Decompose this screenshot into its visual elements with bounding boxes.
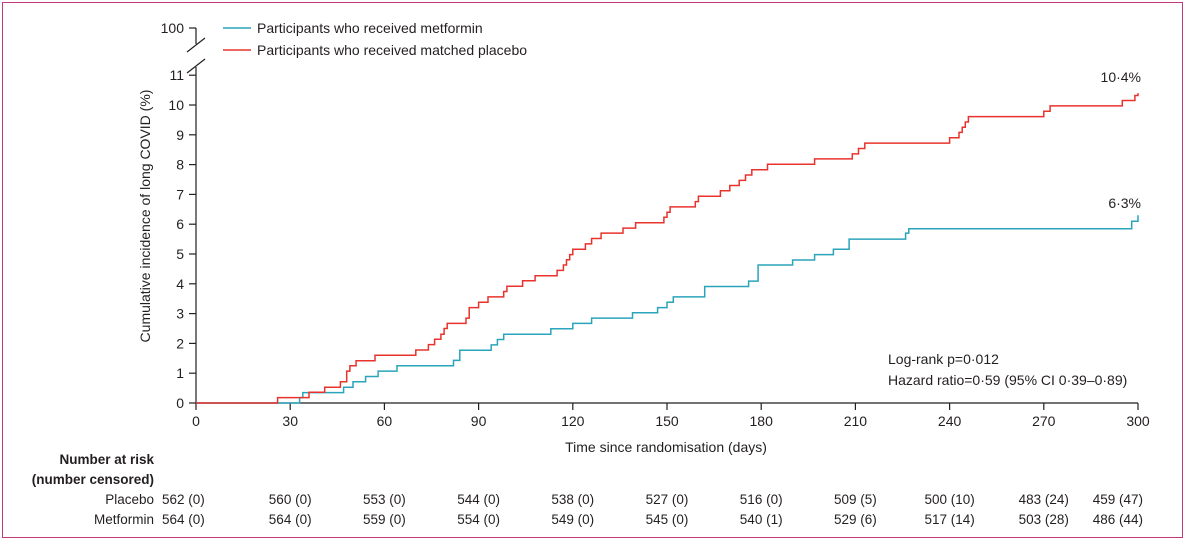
risk-cell: 545 (0) [646,512,689,527]
y-tick-label: 11 [169,67,184,83]
y-tick-label: 7 [176,186,184,202]
risk-cell: 540 (1) [740,512,783,527]
risk-cell: 517 (14) [924,512,974,527]
risk-cell: 459 (47) [1093,492,1143,507]
x-tick-label: 120 [561,413,585,429]
risk-cell: 554 (0) [457,512,500,527]
x-axis-label: Time since randomisation (days) [565,439,767,455]
x-tick-label: 240 [938,413,962,429]
risk-cell: 538 (0) [551,492,594,507]
risk-cell: 562 (0) [162,492,205,507]
y-tick-label: 0 [176,395,184,411]
x-tick-label: 60 [377,413,393,429]
x-tick-label: 0 [192,413,200,429]
risk-cell: 516 (0) [740,492,783,507]
risk-table: Number at risk (number censored) Placebo… [32,452,1143,527]
axes: 100 0 1 2 3 4 5 6 7 8 9 10 11 0 30 60 90 120 150 180 210 240 2… [161,20,1150,429]
logrank-annotation: Log-rank p=0·012 [888,351,999,367]
end-label-metformin: 6·3% [1108,195,1141,211]
y-tick-label: 6 [176,216,184,232]
y-tick-label: 9 [176,127,184,143]
series-line-placebo [196,93,1139,404]
y-tick-label: 2 [176,335,184,351]
x-tick-label: 210 [844,413,868,429]
risk-cell: 560 (0) [269,492,312,507]
legend-placebo: Participants who received matched placeb… [223,42,527,58]
series-line-metformin [196,215,1139,404]
axis-break-mark [186,58,206,74]
x-tick-label: 30 [282,413,298,429]
y-tick-label: 100 [161,20,185,36]
risk-cell: 503 (28) [1019,512,1069,527]
y-tick-label: 1 [176,365,184,381]
y-tick-label: 5 [176,246,184,262]
x-tick-label: 180 [750,413,774,429]
end-label-placebo: 10·4% [1101,69,1141,85]
risk-cell: 500 (10) [924,492,974,507]
series-layer [196,93,1139,404]
risk-table-title-2: (number censored) [32,472,154,487]
risk-cell: 559 (0) [363,512,406,527]
risk-cell: 553 (0) [363,492,406,507]
x-tick-label: 300 [1126,413,1150,429]
risk-cell: 509 (5) [834,492,877,507]
x-tick-label: 90 [471,413,487,429]
x-tick-label: 150 [655,413,679,429]
risk-cell: 483 (24) [1019,492,1069,507]
risk-row-label-metformin: Metformin [94,512,154,527]
y-tick-label: 8 [176,157,184,173]
y-tick-label: 10 [168,97,184,113]
legend: Participants who received metformin Parti… [223,20,527,58]
y-tick-label: 3 [176,306,184,322]
risk-cell: 564 (0) [269,512,312,527]
legend-label: Participants who received matched placeb… [257,42,527,58]
risk-cell: 486 (44) [1093,512,1143,527]
risk-cell: 564 (0) [162,512,205,527]
legend-metformin: Participants who received metformin [223,20,483,36]
risk-cell: 549 (0) [551,512,594,527]
axis-break-mark [186,37,206,53]
risk-cell: 529 (6) [834,512,877,527]
y-tick-label: 4 [176,276,184,292]
legend-label: Participants who received metformin [257,20,483,36]
risk-row-label-placebo: Placebo [105,492,154,507]
y-axis-label: Cumulative incidence of long COVID (%) [137,90,153,343]
risk-cell: 544 (0) [457,492,500,507]
risk-table-title-1: Number at risk [59,452,154,467]
labels: Cumulative incidence of long COVID (%) T… [137,69,1141,455]
risk-cell: 527 (0) [646,492,689,507]
hazard-annotation: Hazard ratio=0·59 (95% CI 0·39–0·89) [888,372,1127,388]
x-tick-label: 270 [1032,413,1056,429]
